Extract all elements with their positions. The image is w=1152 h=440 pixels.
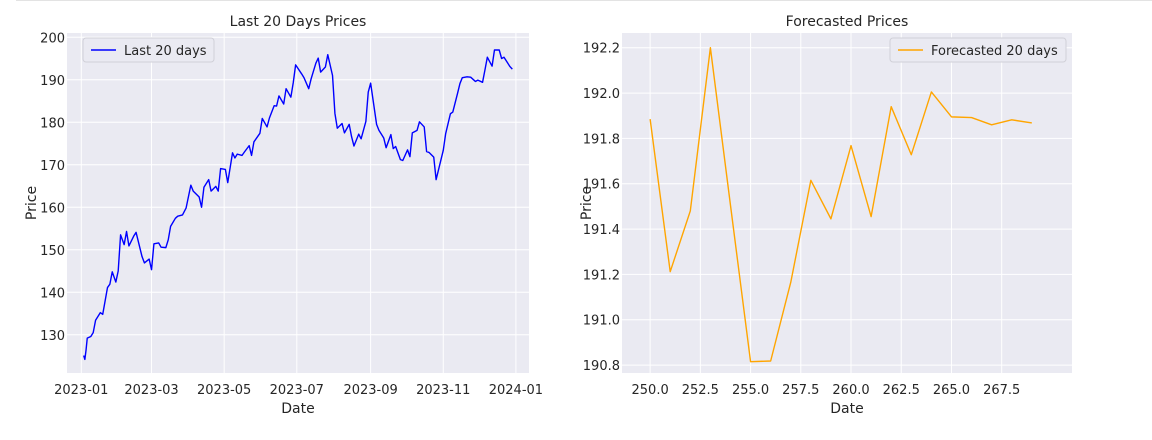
y-axis-label: Price bbox=[24, 186, 40, 220]
y-tick-label: 191.2 bbox=[583, 268, 620, 283]
legend-label: Last 20 days bbox=[124, 44, 207, 59]
y-tick-label: 190 bbox=[40, 74, 65, 89]
x-tick-label: 2024-01 bbox=[489, 383, 543, 398]
y-tick-label: 191.0 bbox=[583, 314, 620, 329]
legend-box bbox=[889, 37, 1067, 63]
x-tick-label: 2023-09 bbox=[343, 383, 397, 398]
plot-area bbox=[622, 33, 1072, 373]
y-tick-label: 140 bbox=[40, 286, 65, 301]
y-tick-label: 150 bbox=[40, 244, 65, 259]
x-tick-label: 2023-01 bbox=[54, 383, 108, 398]
chart-title: Forecasted Prices bbox=[786, 14, 909, 30]
plot-area bbox=[67, 33, 529, 373]
y-tick-label: 192.0 bbox=[583, 87, 620, 102]
y-tick-label: 180 bbox=[40, 116, 65, 131]
y-tick-label: 130 bbox=[40, 329, 65, 344]
series-line bbox=[83, 49, 513, 361]
x-axis-label: Date bbox=[830, 401, 863, 417]
y-tick-label: 191.8 bbox=[583, 132, 620, 147]
y-tick-label: 191.6 bbox=[583, 178, 620, 193]
y-axis-label: Price bbox=[579, 186, 595, 220]
x-tick-label: 2023-03 bbox=[124, 383, 178, 398]
chart-title: Last 20 Days Prices bbox=[230, 14, 367, 30]
x-tick-label: 255.0 bbox=[732, 383, 769, 398]
y-tick-label: 200 bbox=[40, 31, 65, 46]
notebook-cell-border bbox=[16, 0, 1152, 4]
x-tick-label: 252.5 bbox=[682, 383, 719, 398]
legend-box bbox=[82, 37, 215, 63]
y-tick-label: 192.2 bbox=[583, 42, 620, 57]
x-tick-label: 250.0 bbox=[632, 383, 669, 398]
x-tick-label: 2023-07 bbox=[270, 383, 324, 398]
x-axis-label: Date bbox=[281, 401, 314, 417]
x-tick-label: 262.5 bbox=[883, 383, 920, 398]
x-tick-label: 260.0 bbox=[832, 383, 869, 398]
x-tick-label: 257.5 bbox=[782, 383, 819, 398]
chart-forecasted-prices: 250.0 252.5 255.0 257.5 260.0 262.5 265.0 267.5… bbox=[579, 14, 1072, 417]
chart-last-20-days-prices: 2023-01 2023-03 2023-05 2023-07 2023-09 2023-… bbox=[24, 14, 543, 417]
x-tick-label: 267.5 bbox=[983, 383, 1020, 398]
x-tick-label: 2023-05 bbox=[197, 383, 251, 398]
y-tick-label: 170 bbox=[40, 159, 65, 174]
y-tick-label: 160 bbox=[40, 201, 65, 216]
y-tick-label: 190.8 bbox=[583, 359, 620, 374]
x-tick-label: 2023-11 bbox=[416, 383, 470, 398]
x-tick-label: 265.0 bbox=[933, 383, 970, 398]
y-tick-label: 191.4 bbox=[583, 223, 620, 238]
series-line bbox=[649, 47, 1032, 363]
legend-label: Forecasted 20 days bbox=[931, 44, 1058, 59]
